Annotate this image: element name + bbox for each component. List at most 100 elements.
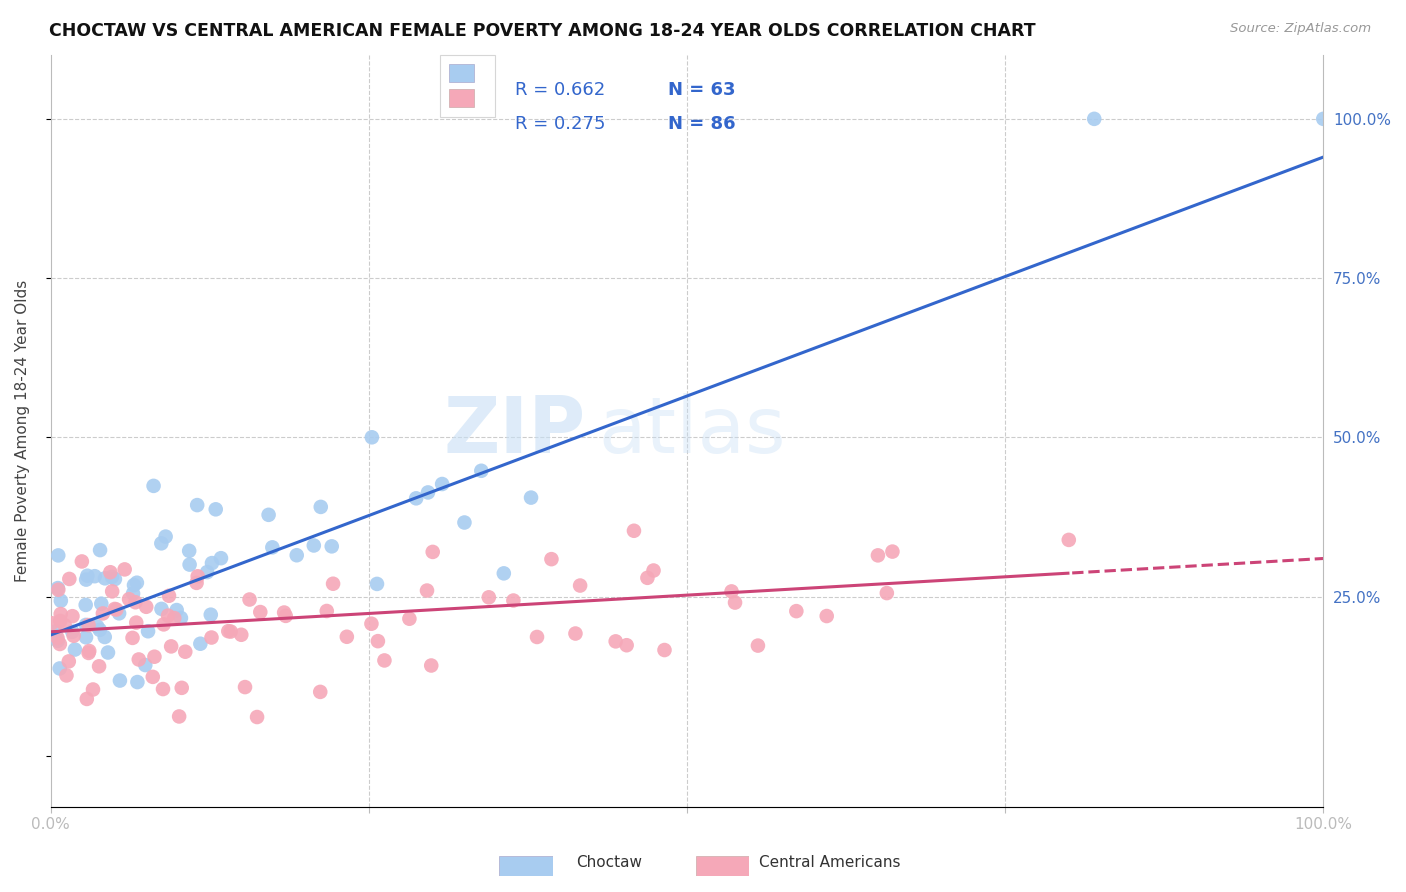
Point bbox=[62, 629, 84, 643]
Point bbox=[273, 606, 295, 620]
Point bbox=[246, 710, 269, 724]
Point bbox=[77, 646, 100, 660]
Point bbox=[605, 634, 627, 648]
Point bbox=[46, 633, 69, 648]
Point bbox=[654, 643, 676, 657]
Point bbox=[492, 566, 515, 581]
Point bbox=[724, 596, 747, 610]
Point bbox=[876, 586, 898, 600]
Point bbox=[101, 584, 124, 599]
Text: Choctaw: Choctaw bbox=[576, 855, 643, 870]
Point bbox=[616, 638, 638, 652]
Point bbox=[122, 578, 145, 592]
Point bbox=[315, 604, 337, 618]
Point bbox=[422, 545, 444, 559]
Point bbox=[142, 479, 165, 493]
Point bbox=[398, 612, 420, 626]
Point bbox=[186, 575, 208, 590]
Text: Source: ZipAtlas.com: Source: ZipAtlas.com bbox=[1230, 22, 1371, 36]
Point bbox=[420, 658, 443, 673]
Point bbox=[238, 592, 260, 607]
Point bbox=[94, 571, 117, 585]
Point bbox=[49, 593, 72, 607]
Text: atlas: atlas bbox=[598, 393, 786, 469]
Point bbox=[815, 609, 838, 624]
Point bbox=[166, 603, 188, 617]
Point bbox=[143, 649, 166, 664]
Point bbox=[157, 608, 180, 623]
Point bbox=[204, 502, 226, 516]
Point bbox=[86, 619, 108, 633]
Point bbox=[49, 614, 72, 628]
Point bbox=[157, 589, 180, 603]
Point bbox=[201, 556, 224, 570]
Point bbox=[152, 617, 174, 632]
Point bbox=[75, 573, 97, 587]
Point bbox=[233, 680, 256, 694]
Point bbox=[101, 570, 124, 584]
Point bbox=[93, 630, 115, 644]
Point bbox=[87, 659, 110, 673]
Point bbox=[70, 554, 93, 568]
Point bbox=[167, 709, 190, 723]
Text: R = 0.275: R = 0.275 bbox=[515, 115, 606, 133]
Point bbox=[97, 646, 120, 660]
Point bbox=[360, 430, 382, 444]
Point bbox=[114, 562, 136, 576]
Point bbox=[195, 565, 218, 579]
Point bbox=[257, 508, 280, 522]
Point bbox=[321, 540, 343, 554]
Point bbox=[49, 607, 72, 621]
Point bbox=[142, 670, 165, 684]
Point bbox=[262, 541, 284, 555]
Text: R = 0.662: R = 0.662 bbox=[515, 81, 606, 99]
Point bbox=[125, 615, 148, 630]
Point bbox=[187, 569, 209, 583]
Point bbox=[104, 572, 127, 586]
Point bbox=[83, 569, 105, 583]
Point bbox=[134, 658, 156, 673]
Point bbox=[367, 634, 389, 648]
Point bbox=[302, 539, 325, 553]
Point bbox=[150, 602, 173, 616]
Point bbox=[179, 558, 201, 572]
Point bbox=[430, 477, 453, 491]
Point bbox=[125, 575, 148, 590]
Point bbox=[336, 630, 359, 644]
Point bbox=[540, 552, 562, 566]
Point bbox=[174, 645, 197, 659]
Point bbox=[373, 653, 395, 667]
Point bbox=[76, 568, 98, 582]
Point bbox=[152, 681, 174, 696]
Point bbox=[49, 637, 72, 651]
Point bbox=[75, 630, 97, 644]
Point bbox=[170, 681, 193, 695]
Point bbox=[249, 605, 271, 619]
Point bbox=[108, 607, 131, 621]
Point bbox=[108, 673, 131, 688]
Point bbox=[163, 611, 186, 625]
Point bbox=[150, 536, 173, 550]
Point bbox=[60, 624, 83, 639]
Legend: , : , bbox=[440, 54, 495, 117]
Point bbox=[636, 571, 658, 585]
Point bbox=[62, 609, 84, 624]
Text: ZIP: ZIP bbox=[443, 393, 585, 469]
Point bbox=[89, 623, 111, 637]
Point bbox=[309, 685, 332, 699]
Point bbox=[58, 654, 80, 668]
Point bbox=[231, 628, 253, 642]
Point bbox=[360, 616, 382, 631]
Point bbox=[416, 583, 439, 598]
Point bbox=[41, 616, 63, 631]
Point bbox=[122, 586, 145, 600]
Point bbox=[75, 618, 97, 632]
Point bbox=[309, 500, 332, 514]
Point bbox=[470, 464, 492, 478]
Point bbox=[46, 582, 69, 597]
Point bbox=[98, 566, 121, 580]
Point bbox=[1057, 533, 1080, 547]
Point bbox=[90, 597, 112, 611]
Point bbox=[46, 581, 69, 595]
Point bbox=[520, 491, 543, 505]
